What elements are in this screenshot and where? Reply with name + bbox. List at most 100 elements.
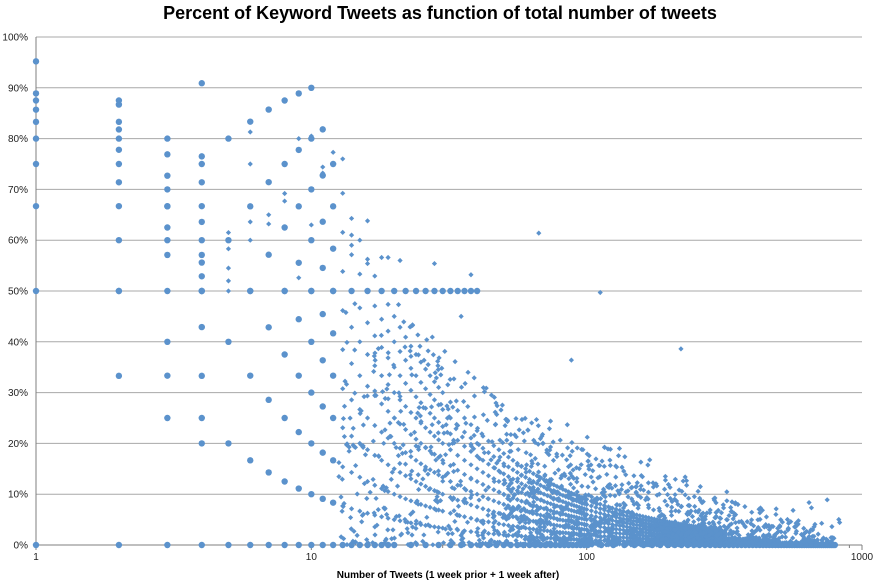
data-point xyxy=(665,481,672,488)
data-point xyxy=(329,372,337,379)
data-point xyxy=(524,462,530,468)
data-point xyxy=(504,437,510,443)
data-point xyxy=(591,520,597,526)
data-point xyxy=(338,534,344,540)
data-point xyxy=(613,502,620,508)
data-point xyxy=(601,444,608,451)
data-point xyxy=(526,526,533,532)
data-point xyxy=(688,534,694,540)
data-point xyxy=(619,464,625,470)
data-point xyxy=(625,517,632,523)
data-point xyxy=(445,382,451,388)
data-point xyxy=(837,519,843,526)
data-point xyxy=(346,448,352,454)
data-point xyxy=(762,540,768,546)
data-point xyxy=(578,462,584,468)
data-point xyxy=(654,483,660,489)
data-point xyxy=(574,479,580,485)
data-point xyxy=(646,533,652,539)
data-point xyxy=(422,522,429,529)
data-point xyxy=(247,118,254,125)
data-point xyxy=(461,443,468,449)
data-point xyxy=(607,539,614,545)
data-point xyxy=(566,506,572,513)
data-point xyxy=(422,503,429,509)
data-point xyxy=(432,370,438,376)
data-point xyxy=(505,464,512,470)
data-point xyxy=(666,519,673,525)
data-point xyxy=(343,442,350,448)
data-point xyxy=(570,497,576,504)
data-point xyxy=(425,362,431,368)
data-point xyxy=(638,528,644,534)
data-point xyxy=(751,529,757,535)
data-point xyxy=(667,484,673,490)
data-point xyxy=(568,513,574,519)
data-point xyxy=(691,493,697,500)
data-point xyxy=(455,497,461,503)
data-point xyxy=(523,498,530,504)
data-point xyxy=(485,473,492,479)
data-point xyxy=(597,515,603,521)
data-point xyxy=(735,501,741,508)
data-point xyxy=(403,334,409,340)
data-point xyxy=(530,479,536,485)
data-point xyxy=(319,264,326,272)
data-point xyxy=(397,373,403,379)
data-point xyxy=(372,482,378,488)
data-point xyxy=(397,324,403,330)
data-point xyxy=(559,483,565,489)
data-point xyxy=(575,519,581,525)
data-point xyxy=(491,509,497,515)
data-point xyxy=(653,481,659,487)
data-point xyxy=(413,373,419,379)
data-point xyxy=(492,409,498,415)
data-point xyxy=(32,58,40,65)
data-point xyxy=(341,433,348,440)
y-tick-label: 90% xyxy=(8,83,28,94)
data-point xyxy=(619,482,625,488)
data-point xyxy=(767,534,773,540)
data-point xyxy=(374,522,380,528)
data-point xyxy=(491,539,498,545)
data-point xyxy=(247,372,254,379)
data-point xyxy=(554,453,560,460)
data-point xyxy=(164,172,171,179)
data-point xyxy=(503,505,509,512)
data-point xyxy=(518,472,524,479)
data-point xyxy=(547,541,554,547)
data-point xyxy=(471,375,477,381)
data-point xyxy=(574,445,580,451)
data-point xyxy=(339,476,345,482)
data-point xyxy=(408,431,414,438)
data-point xyxy=(164,237,171,244)
data-point xyxy=(551,526,557,532)
data-point xyxy=(800,533,806,539)
y-tick-label: 60% xyxy=(8,236,28,247)
data-point xyxy=(429,334,435,340)
data-point xyxy=(496,457,502,463)
data-point xyxy=(424,514,430,520)
data-point xyxy=(422,541,429,549)
data-point xyxy=(440,460,446,466)
data-point xyxy=(522,466,529,472)
data-point xyxy=(308,186,315,193)
data-point xyxy=(534,473,540,479)
data-point xyxy=(514,487,520,494)
data-point xyxy=(397,421,403,427)
data-point xyxy=(395,420,401,426)
data-point xyxy=(616,537,622,543)
data-point xyxy=(574,503,580,509)
data-point xyxy=(372,512,378,518)
data-point xyxy=(588,503,594,509)
data-point xyxy=(296,136,302,142)
data-point xyxy=(492,527,498,533)
data-point xyxy=(427,448,433,454)
data-point xyxy=(370,438,376,444)
data-point xyxy=(524,508,530,514)
data-point xyxy=(625,509,631,516)
data-point xyxy=(672,476,678,482)
data-point xyxy=(393,513,399,520)
data-point xyxy=(773,511,779,518)
data-point xyxy=(784,516,791,523)
